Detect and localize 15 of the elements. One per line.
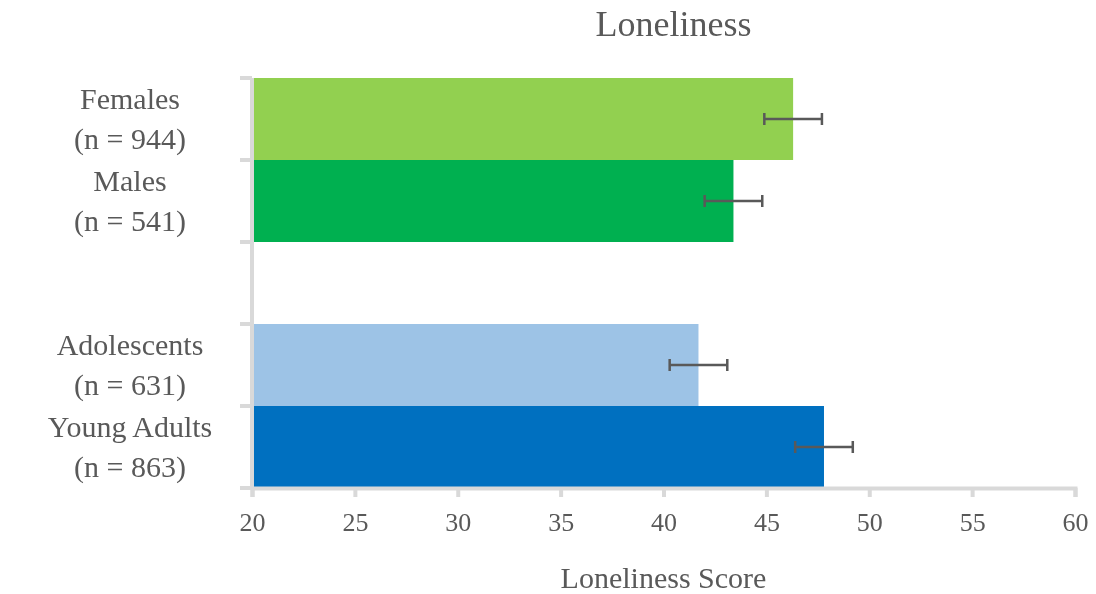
y-tick-label: Young Adults (n = 863)	[47, 410, 213, 484]
x-tick-label: 20	[239, 508, 266, 538]
y-tick-label: Females (n = 944)	[74, 82, 186, 156]
chart-title: Loneliness	[595, 4, 752, 44]
y-tick-label: Males (n = 541)	[74, 164, 186, 238]
x-axis-title: Loneliness Score	[560, 561, 767, 594]
x-tick-label: 25	[342, 508, 369, 538]
x-tick-label: 50	[856, 508, 883, 538]
y-tick-label: Adolescents (n = 631)	[56, 328, 204, 402]
x-tick-label: 60	[1062, 508, 1089, 538]
x-tick-label: 40	[651, 508, 677, 538]
x-tick-label: 35	[548, 508, 575, 538]
x-tick-label: 45	[753, 508, 780, 538]
x-tick-label: 55	[959, 508, 986, 538]
x-tick-label: 30	[445, 508, 472, 538]
